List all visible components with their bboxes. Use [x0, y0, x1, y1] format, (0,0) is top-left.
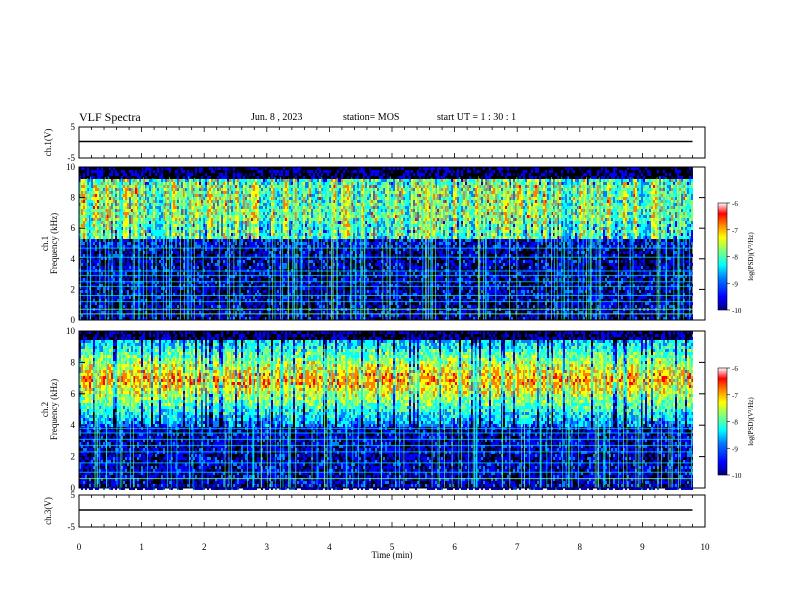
x-tick-label: 9 [640, 542, 645, 552]
y-axis-label: ch.3(V) [43, 497, 53, 525]
colorbar-tick-label: -10 [732, 472, 742, 480]
colorbar-tick-label: -6 [732, 365, 738, 373]
x-tick-label: 4 [327, 542, 332, 552]
y-tick-label: 6 [71, 389, 76, 399]
y-tick-label: 5 [71, 122, 76, 132]
y-axis-label-freq: Frequency (kHz) [49, 213, 59, 274]
y-tick-label: 2 [71, 452, 76, 462]
x-tick-label: 6 [452, 542, 457, 552]
colorbar-tick-label: -8 [732, 254, 738, 262]
x-tick-label: 1 [139, 542, 144, 552]
x-tick-label: 8 [578, 542, 583, 552]
y-tick-label: 6 [71, 223, 76, 233]
colorbar-tick-label: -6 [732, 200, 738, 208]
y-tick-label: 4 [71, 254, 76, 264]
y-axis-label-freq: Frequency (kHz) [49, 379, 59, 440]
colorbar-tick-label: -10 [732, 307, 742, 315]
x-axis-label: Time (min) [372, 550, 413, 560]
x-tick-label: 3 [265, 542, 270, 552]
x-tick-label: 10 [701, 542, 711, 552]
x-tick-label: 2 [202, 542, 207, 552]
y-axis-label: ch.1(V) [43, 129, 53, 157]
colorbar-tick-label: -7 [732, 227, 738, 235]
y-tick-label: 10 [66, 162, 76, 172]
y-tick-label: 2 [71, 284, 76, 294]
colorbar-tick-label: -7 [732, 392, 738, 400]
x-tick-label: 0 [77, 542, 82, 552]
y-tick-label: 5 [71, 490, 76, 500]
y-tick-label: 10 [66, 326, 76, 336]
y-tick-label: -5 [68, 522, 76, 532]
colorbar-tick-label: -9 [732, 280, 738, 288]
spectrogram-ch2-spectrogram [79, 331, 693, 490]
spectrogram-ch1-spectrogram [79, 167, 693, 320]
y-tick-label: 8 [71, 357, 76, 367]
colorbar-tick-label: -8 [732, 419, 738, 427]
x-tick-label: 7 [515, 542, 520, 552]
colorbar-label: log(PSD)(V²/Hz) [747, 232, 755, 281]
colorbar-label: log(PSD)(V²/Hz) [747, 397, 755, 446]
colorbar-ch1-spectrogram [718, 203, 727, 310]
y-tick-label: 8 [71, 193, 76, 203]
colorbar-ch2-spectrogram [718, 368, 727, 475]
y-tick-label: 4 [71, 420, 76, 430]
colorbar-tick-label: -9 [732, 445, 738, 453]
y-tick-label: 0 [71, 315, 76, 325]
